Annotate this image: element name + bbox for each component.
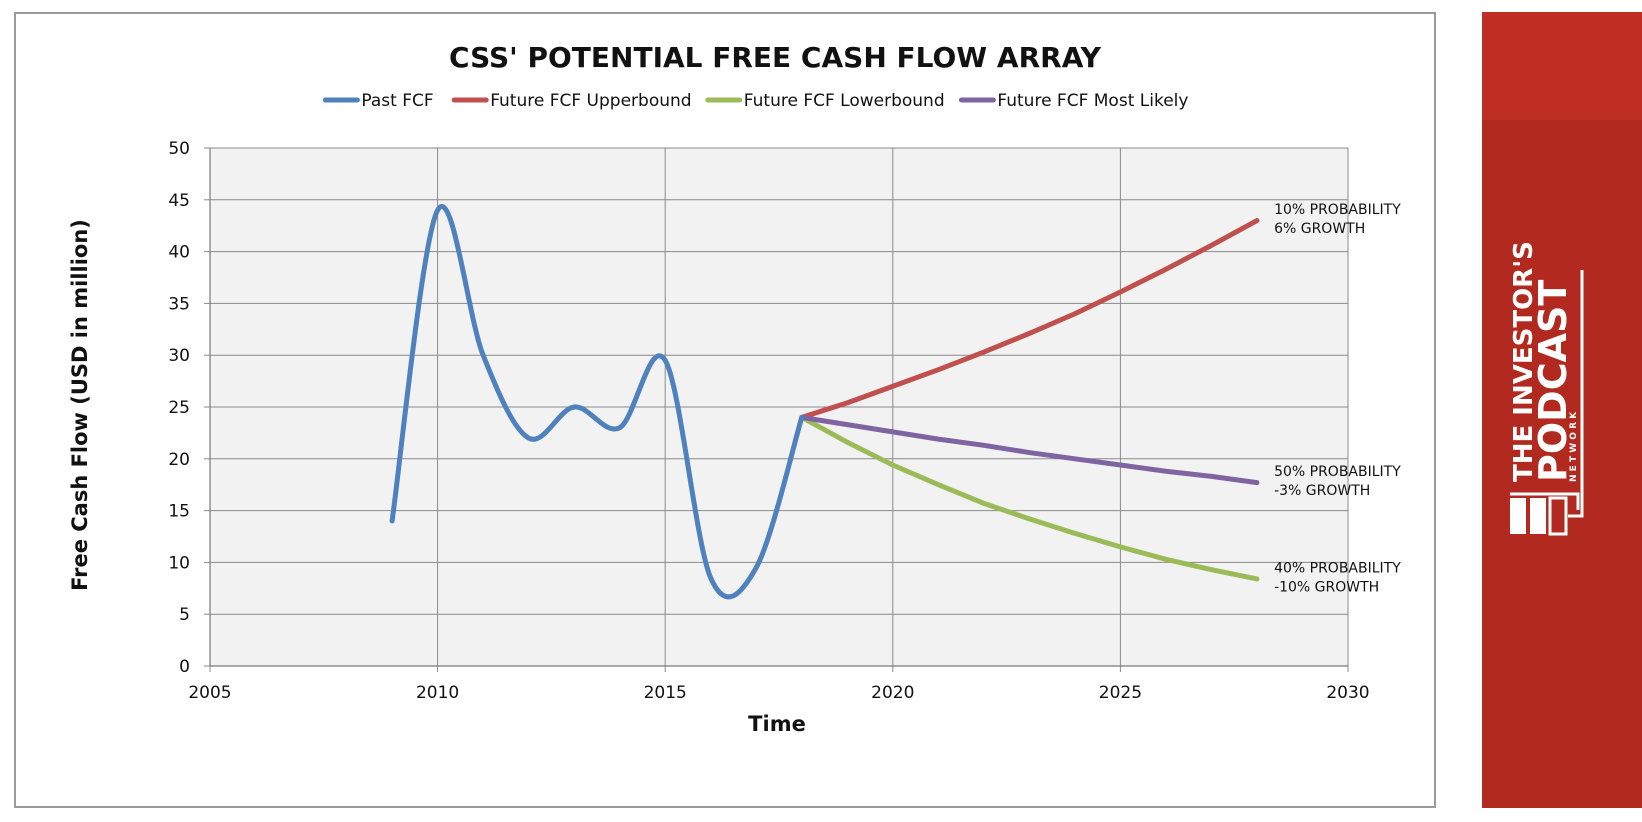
y-tick-label: 10 — [168, 553, 190, 573]
brand-line-3: N E T W O R K — [1569, 411, 1579, 482]
x-tick-label: 2015 — [644, 683, 687, 703]
y-tick-label: 40 — [168, 243, 190, 263]
fcf-chart: CSS' POTENTIAL FREE CASH FLOW ARRAY Past… — [68, 41, 1401, 736]
brand-line-1: THE INVESTOR'S — [1509, 241, 1539, 482]
series-line-past-fcf — [389, 204, 805, 600]
legend-label-future-fcf-upperbound: Future FCF Upperbound — [490, 91, 691, 111]
series-line-future-fcf-most-likely — [799, 414, 1260, 486]
annotation-line: -10% GROWTH — [1274, 579, 1379, 595]
x-tick-label: 2025 — [1099, 683, 1142, 703]
legend-label-past-fcf: Past FCF — [361, 91, 433, 111]
chart-legend: Past FCF Future FCF Upperbound Future FCF … — [322, 91, 1188, 111]
brand-logo: THE INVESTOR'S PODCAST N E T W O R K — [1509, 241, 1584, 536]
brand-line-2: PODCAST — [1531, 280, 1575, 482]
annotation-line: -3% GROWTH — [1274, 483, 1370, 499]
legend-label-future-fcf-lowerbound: Future FCF Lowerbound — [744, 91, 945, 111]
chart-title: CSS' POTENTIAL FREE CASH FLOW ARRAY — [449, 41, 1102, 74]
y-tick-label: 5 — [179, 605, 190, 625]
y-tick-label: 35 — [168, 294, 190, 314]
x-tick-label: 2020 — [871, 683, 914, 703]
y-tick-label: 20 — [168, 450, 190, 470]
y-axis-title: Free Cash Flow (USD in million) — [68, 219, 92, 591]
y-tick-label: 0 — [179, 657, 190, 677]
series-line-future-fcf-lowerbound — [799, 414, 1260, 582]
y-tick-label: 25 — [168, 398, 190, 418]
y-tick-label: 30 — [168, 346, 190, 366]
brand-banner-top — [1482, 12, 1642, 120]
annotation-line: 50% PROBABILITY — [1274, 464, 1401, 480]
annotation-line: 10% PROBABILITY — [1274, 202, 1401, 218]
x-tick-label: 2030 — [1326, 683, 1369, 703]
annotation-line: 6% GROWTH — [1274, 221, 1365, 237]
brand-logo-mark-icon — [1510, 270, 1584, 536]
series-lines — [389, 204, 1260, 600]
y-tick-label: 15 — [168, 502, 190, 522]
y-tick-label: 50 — [168, 139, 190, 159]
annotation-line: 40% PROBABILITY — [1274, 560, 1401, 576]
x-axis-title: Time — [748, 712, 806, 736]
annotations: 10% PROBABILITY 6% GROWTH 50% PROBABILITY -… — [1274, 202, 1401, 595]
legend-label-future-fcf-most-likely: Future FCF Most Likely — [997, 91, 1188, 111]
x-tick-label: 2010 — [416, 683, 459, 703]
brand-banner: THE INVESTOR'S PODCAST N E T W O R K — [1482, 12, 1642, 808]
series-line-future-fcf-upperbound — [799, 218, 1260, 420]
y-tick-label: 45 — [168, 191, 190, 211]
x-tick-label: 2005 — [188, 683, 231, 703]
